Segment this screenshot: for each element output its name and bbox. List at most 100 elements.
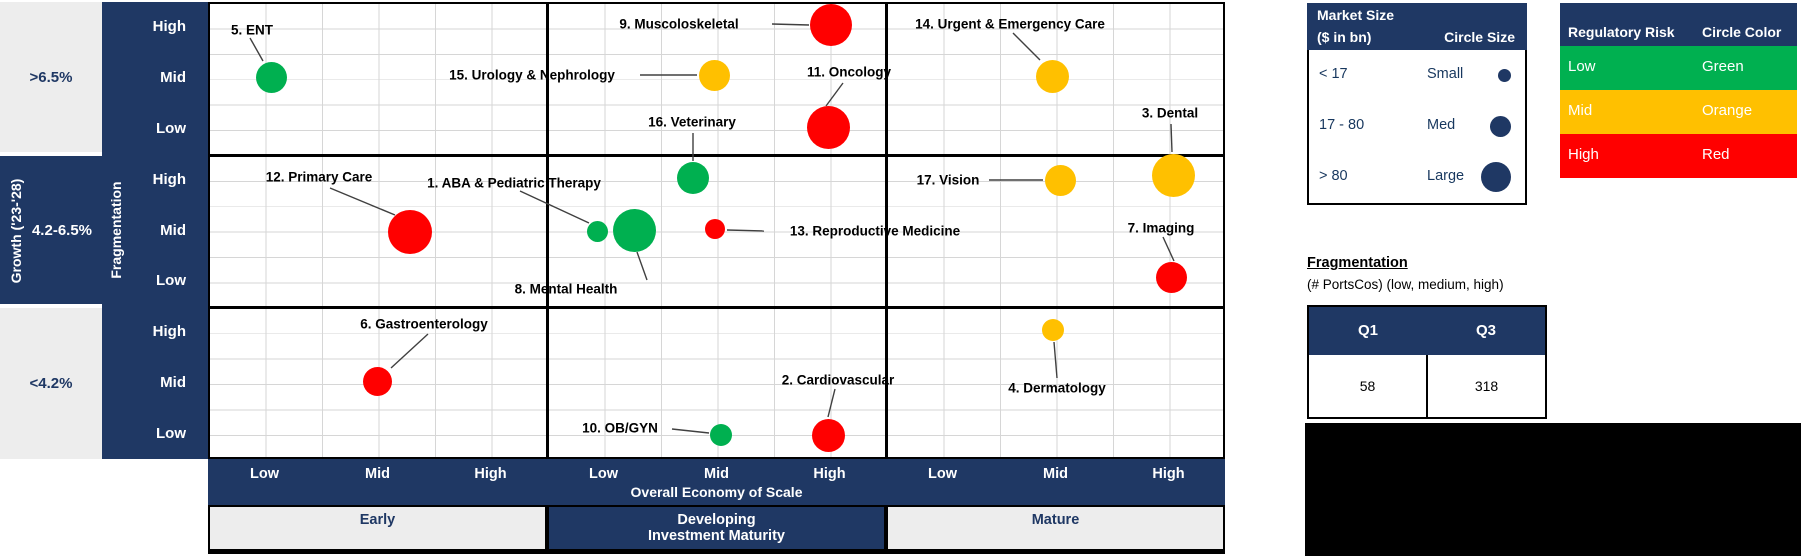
chart-bubble bbox=[388, 210, 432, 254]
chart-bubble bbox=[810, 4, 852, 46]
fragmentation-level-label: Mid bbox=[160, 69, 186, 87]
x-axis-tick-label: High bbox=[1152, 466, 1185, 482]
bubble-label: 7. Imaging bbox=[1127, 220, 1195, 236]
large-circle-icon bbox=[1481, 162, 1511, 192]
maturity-developing-label: Developing bbox=[677, 512, 756, 528]
market-size-legend: Market Size ($ in bn) Circle Size < 17 S… bbox=[1307, 3, 1527, 205]
x-axis-tick-label: Mid bbox=[365, 466, 390, 482]
bubble-label: 11. Oncology bbox=[806, 64, 892, 80]
growth-band-mid-label: 4.2-6.5% bbox=[31, 221, 93, 239]
x-axis-title: Overall Economy of Scale bbox=[630, 484, 803, 500]
bubble-label: 10. OB/GYN bbox=[582, 420, 658, 436]
q3-header: Q3 bbox=[1475, 322, 1496, 339]
regulatory-risk-legend-header: Regulatory Risk Circle Color bbox=[1560, 3, 1797, 46]
q1-header: Q1 bbox=[1357, 322, 1378, 339]
x-axis-tick-label: Low bbox=[589, 466, 618, 482]
bubble-label: 17. Vision bbox=[916, 172, 980, 188]
maturity-developing-cell: Developing Investment Maturity bbox=[547, 505, 886, 551]
chart-bubble bbox=[677, 162, 709, 194]
chart-bubble bbox=[1035, 59, 1069, 93]
chart-bubble bbox=[612, 208, 656, 252]
fragmentation-level-label: Mid bbox=[160, 373, 186, 391]
fragmentation-quartile-table: Q1 Q3 58 318 bbox=[1307, 305, 1547, 419]
fragmentation-legend-subtitle: (# PortsCos) (low, medium, high) bbox=[1307, 277, 1504, 292]
circle-color-header: Circle Color bbox=[1702, 24, 1782, 40]
fragmentation-level-label: High bbox=[152, 18, 186, 36]
chart-bubble bbox=[705, 219, 725, 239]
growth-band-high-label: >6.5% bbox=[29, 68, 73, 86]
chart-bubble bbox=[811, 418, 845, 452]
bubble-label: 5. ENT bbox=[230, 22, 274, 38]
fragmentation-level-label: Low bbox=[156, 272, 186, 290]
bubble-label: 13. Reproductive Medicine bbox=[789, 223, 961, 239]
market-size-legend-body: < 17 Small 17 - 80 Med > 80 Large bbox=[1307, 50, 1527, 205]
market-size-unit: ($ in bn) bbox=[1317, 29, 1372, 45]
grid-section-divider bbox=[546, 2, 549, 459]
maturity-mature-cell: Mature bbox=[886, 505, 1225, 551]
grid-band-divider bbox=[208, 306, 1225, 309]
bubble-label: 2. Cardiovascular bbox=[781, 372, 895, 388]
redacted-black-box bbox=[1305, 423, 1801, 556]
maturity-mature-label: Mature bbox=[1031, 512, 1080, 528]
bubble-label: 9. Muscoloskeletal bbox=[619, 16, 739, 32]
chart-bubble bbox=[255, 61, 287, 93]
bubble-label: 14. Urgent & Emergency Care bbox=[915, 16, 1105, 32]
regulatory-risk-title: Regulatory Risk bbox=[1568, 24, 1675, 40]
market-size-row: > 80 Large bbox=[1309, 152, 1525, 203]
x-axis-tick-label: High bbox=[813, 466, 846, 482]
growth-band-low-label: <4.2% bbox=[29, 375, 73, 392]
market-size-row: < 17 Small bbox=[1309, 50, 1525, 101]
bubble-label: 4. Dermatology bbox=[1008, 380, 1106, 396]
x-axis-tick-label: Mid bbox=[704, 466, 729, 482]
growth-axis-title: Growth ('23-'28) bbox=[8, 178, 24, 284]
fragmentation-level-label: Mid bbox=[160, 221, 186, 239]
market-size-legend-header: Market Size ($ in bn) Circle Size bbox=[1307, 3, 1527, 50]
bubble-label: 15. Urology & Nephrology bbox=[449, 67, 615, 83]
circle-size-header: Circle Size bbox=[1444, 29, 1515, 45]
fragmentation-axis-column bbox=[102, 2, 208, 459]
q3-value: 318 bbox=[1474, 378, 1499, 394]
maturity-axis-title: Investment Maturity bbox=[648, 528, 785, 544]
fragmentation-level-label: High bbox=[152, 323, 186, 341]
chart-bubble bbox=[1151, 153, 1195, 197]
x-axis-bar: Overall Economy of Scale Low Mid High Low Mi… bbox=[208, 459, 1225, 505]
small-circle-icon bbox=[1498, 68, 1511, 82]
regulatory-risk-row-high: High Red bbox=[1560, 134, 1797, 178]
chart-bubble bbox=[806, 105, 850, 149]
bubble-label: 16. Veterinary bbox=[648, 114, 736, 130]
bubble-label: 8. Mental Health bbox=[514, 281, 618, 297]
chart-bubble bbox=[1044, 164, 1076, 196]
fragmentation-level-label: Low bbox=[156, 119, 186, 137]
growth-band-low: <4.2% bbox=[0, 308, 102, 459]
regulatory-risk-row-low: Low Green bbox=[1560, 46, 1797, 90]
maturity-early-label: Early bbox=[359, 512, 396, 528]
bubble-label: 3. Dental bbox=[1141, 105, 1199, 121]
chart-bubble bbox=[698, 59, 730, 91]
chart-bubble bbox=[1155, 261, 1187, 293]
fragmentation-level-label: High bbox=[152, 170, 186, 188]
x-axis-tick-label: Mid bbox=[1043, 466, 1068, 482]
growth-band-mid: 4.2-6.5% bbox=[0, 156, 102, 304]
market-size-row: 17 - 80 Med bbox=[1309, 101, 1525, 152]
fragmentation-level-label: Low bbox=[156, 424, 186, 442]
grid-section-divider bbox=[885, 2, 888, 459]
x-axis-tick-label: Low bbox=[250, 466, 279, 482]
x-axis-tick-label: Low bbox=[928, 466, 957, 482]
fragmentation-legend: Fragmentation (# PortsCos) (low, medium,… bbox=[1307, 255, 1504, 292]
quartile-table-header: Q1 Q3 bbox=[1309, 307, 1545, 355]
bubble-label: 1. ABA & Pediatric Therapy bbox=[427, 175, 601, 191]
x-axis-tick-label: High bbox=[474, 466, 507, 482]
regulatory-risk-row-mid: Mid Orange bbox=[1560, 90, 1797, 134]
medium-circle-icon bbox=[1490, 115, 1511, 137]
q1-value: 58 bbox=[1309, 355, 1428, 417]
market-size-title: Market Size bbox=[1317, 7, 1395, 23]
maturity-early-cell: Early bbox=[208, 505, 547, 551]
fragmentation-legend-title: Fragmentation bbox=[1307, 255, 1408, 271]
bubble-label: 12. Primary Care bbox=[265, 169, 373, 185]
regulatory-risk-legend: Regulatory Risk Circle Color Low Green M… bbox=[1560, 3, 1797, 178]
quartile-table-values: 58 318 bbox=[1309, 355, 1545, 417]
bubble-label: 6. Gastroenterology bbox=[360, 316, 488, 332]
grid-band-divider bbox=[208, 154, 1225, 157]
chart-bubble bbox=[362, 366, 392, 396]
